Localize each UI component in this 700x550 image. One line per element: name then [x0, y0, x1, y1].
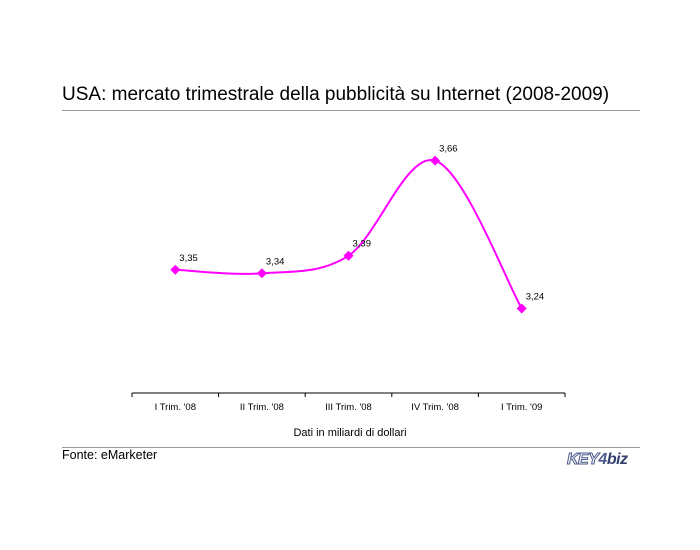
series-line [175, 159, 523, 310]
brand-logo: KEY4biz [566, 451, 628, 469]
source-note: Fonte: eMarketer [62, 448, 158, 462]
x-tick-label: I Trim. '08 [155, 402, 196, 413]
data-label: 3,34 [266, 256, 285, 267]
title-divider [62, 110, 640, 111]
x-axis: I Trim. '08 II Trim. '08 III Trim. '08 IV T… [131, 392, 566, 413]
data-point [430, 155, 441, 166]
x-tick-label: IV Trim. '08 [411, 402, 459, 413]
data-label: 3,35 [179, 253, 198, 264]
data-label: 3,39 [353, 239, 372, 250]
data-point [516, 303, 527, 314]
x-tick-label: II Trim. '08 [240, 402, 284, 413]
x-tick-label: I Trim. '09 [501, 402, 542, 413]
data-point [343, 250, 354, 261]
marker-layer [170, 155, 527, 314]
footer-divider [62, 447, 640, 448]
chart-title: USA: mercato trimestrale della pubblicit… [62, 84, 610, 105]
x-tick-label: III Trim. '08 [325, 402, 372, 413]
label-layer: 3,35 3,34 3,39 3,66 3,24 [179, 144, 544, 303]
data-point [256, 268, 267, 279]
data-label: 3,24 [526, 292, 545, 303]
series-layer [175, 159, 523, 310]
axis-note: Dati in miliardi di dollari [293, 427, 407, 439]
data-point [170, 264, 181, 275]
data-label: 3,66 [439, 144, 458, 155]
